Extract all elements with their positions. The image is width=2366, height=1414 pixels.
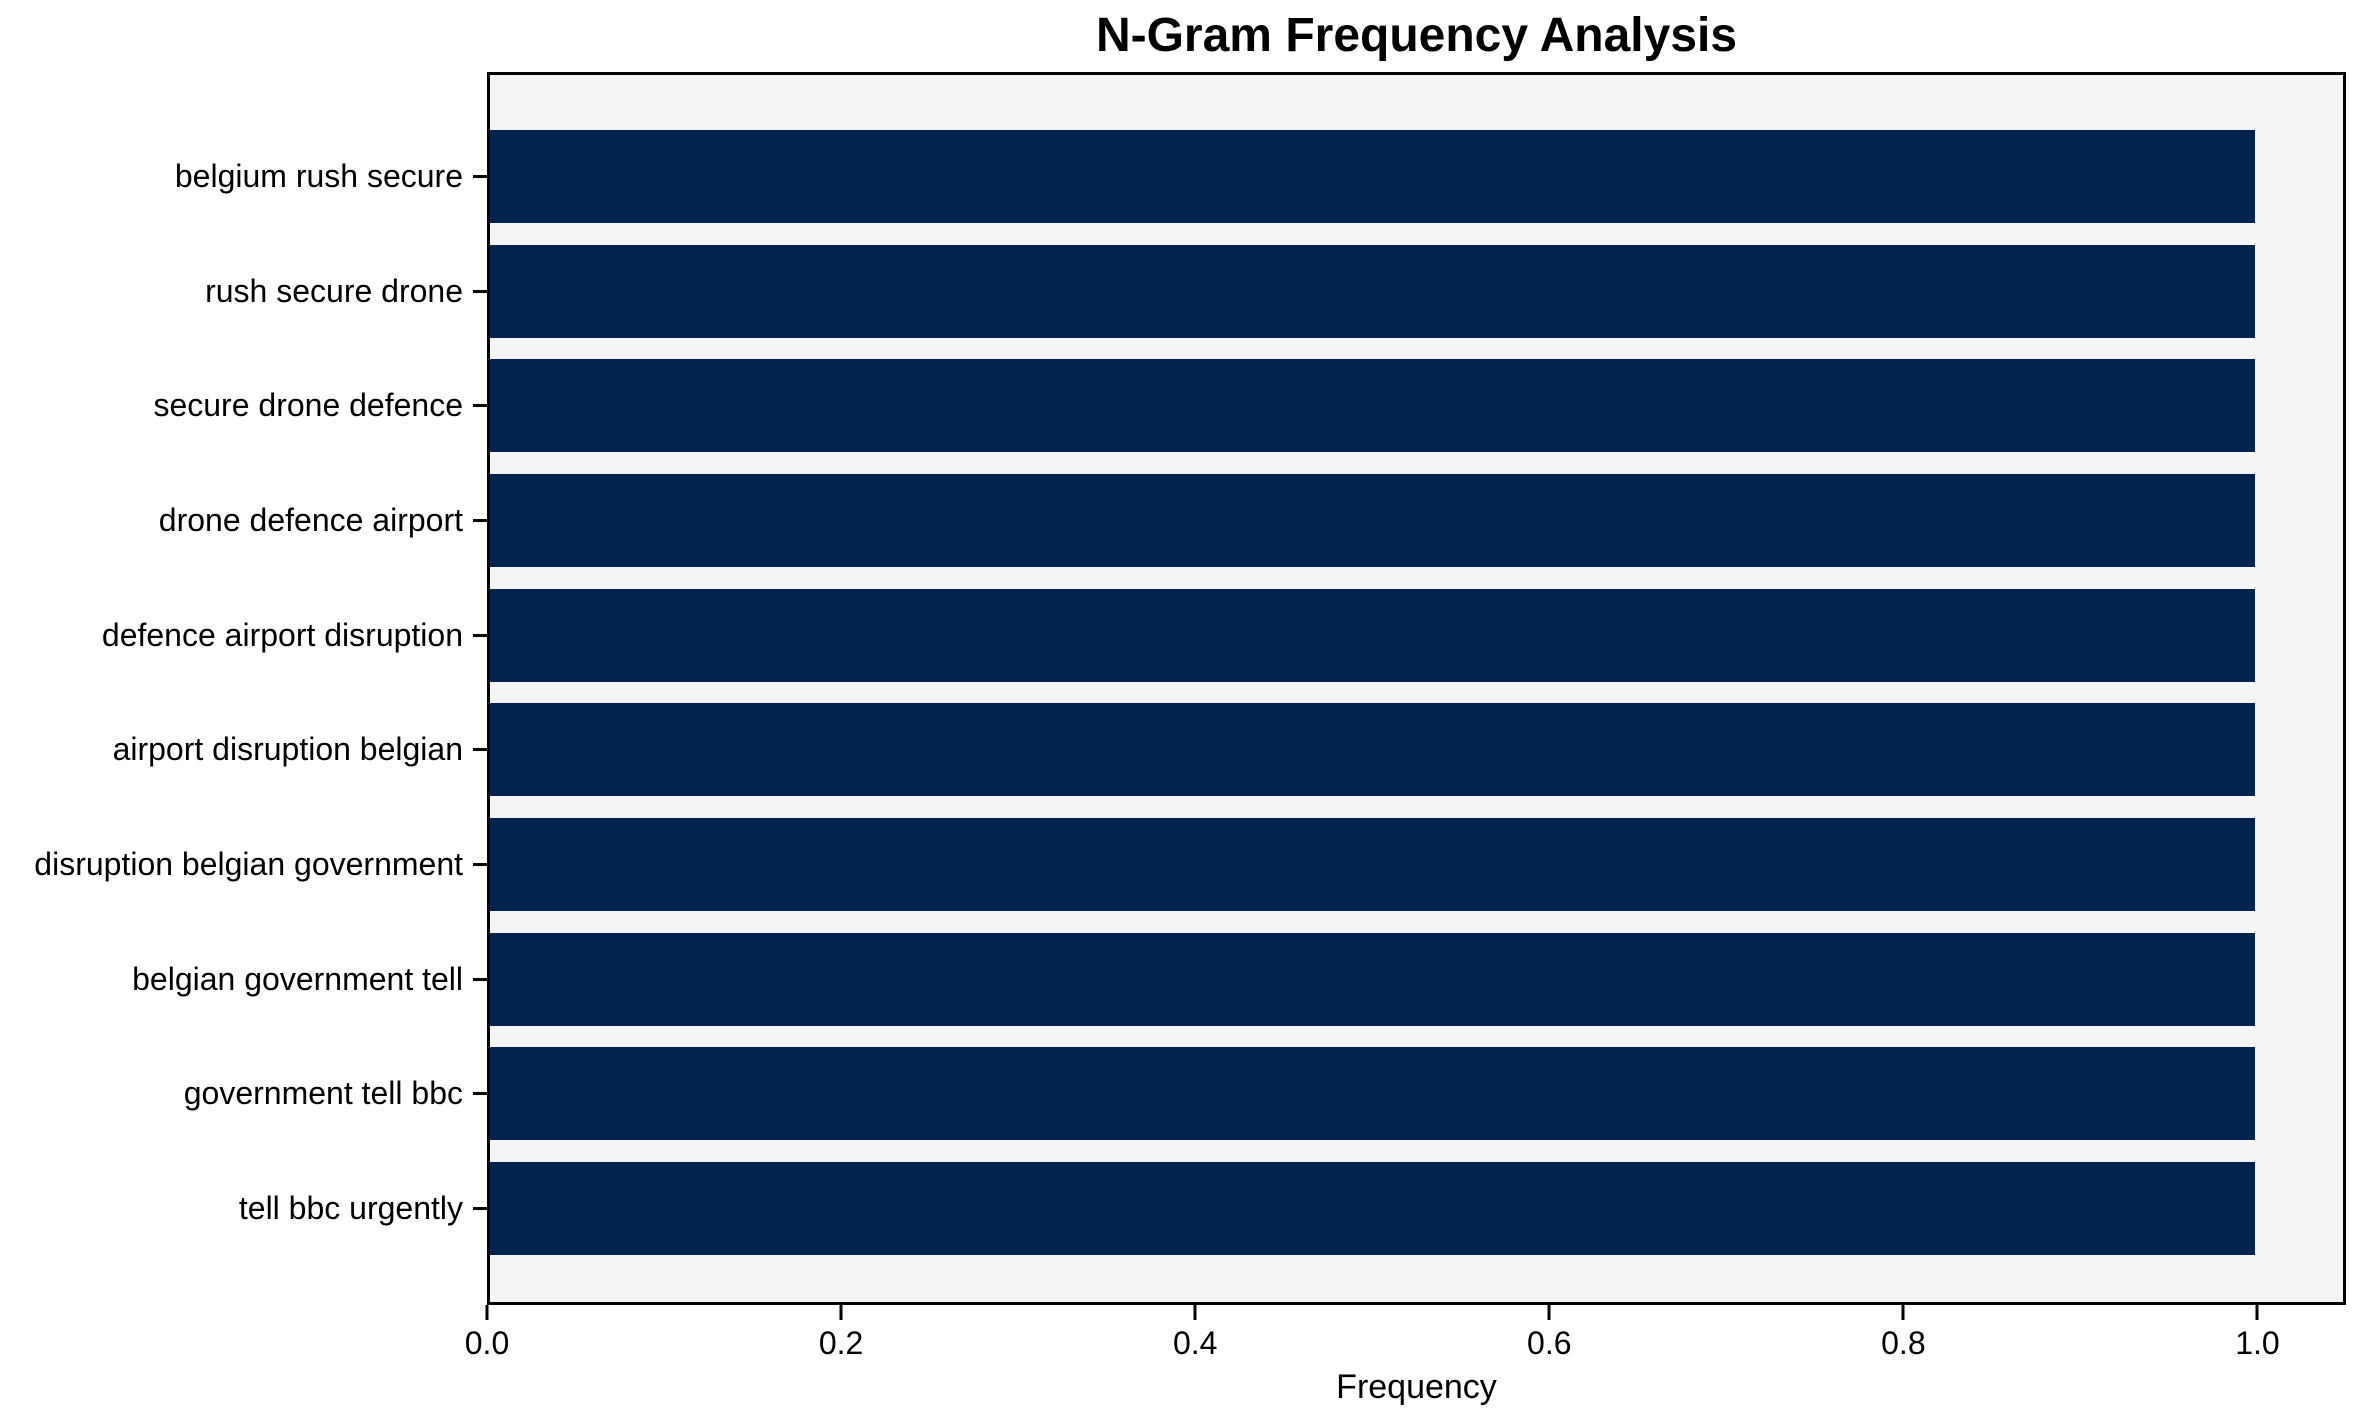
x-tick-label: 0.6 <box>1527 1325 1572 1361</box>
y-tick-label: rush secure drone <box>205 272 463 309</box>
y-axis-row: disruption belgian government <box>0 807 487 922</box>
bar <box>490 818 2255 912</box>
bar <box>490 129 2255 223</box>
y-tick-label: drone defence airport <box>158 501 463 538</box>
y-tick-label: belgium rush secure <box>174 157 463 194</box>
bar <box>490 473 2255 567</box>
plot-area <box>487 72 2346 1305</box>
bar-row <box>490 1151 2343 1266</box>
x-axis-title: Frequency <box>1336 1368 1497 1406</box>
y-tick-mark <box>473 289 487 293</box>
bar-row <box>490 463 2343 578</box>
x-tick-label: 0.0 <box>464 1325 510 1361</box>
y-tick-mark <box>473 633 487 637</box>
y-tick-mark <box>473 404 487 408</box>
x-tick-mark <box>485 1305 489 1320</box>
x-tick-label: 0.2 <box>818 1325 864 1361</box>
bar <box>490 588 2255 682</box>
x-tick-label: 0.4 <box>1172 1325 1218 1361</box>
x-tick-mark <box>1547 1305 1551 1320</box>
y-tick-label: airport disruption belgian <box>112 731 463 768</box>
y-axis-row: airport disruption belgian <box>0 693 487 808</box>
y-tick-mark <box>473 518 487 522</box>
x-tick-mark <box>1193 1305 1197 1320</box>
y-tick-mark <box>473 1092 487 1096</box>
bar <box>490 1047 2255 1141</box>
bar-row <box>490 234 2343 349</box>
y-tick-label: secure drone defence <box>153 387 463 424</box>
y-tick-label: tell bbc urgently <box>238 1190 463 1227</box>
y-axis-row: secure drone defence <box>0 348 487 463</box>
bar <box>490 932 2255 1026</box>
y-tick-label: government tell bbc <box>183 1075 463 1112</box>
bar-row <box>490 693 2343 808</box>
y-tick-mark <box>473 174 487 178</box>
bar <box>490 703 2255 797</box>
y-tick-label: disruption belgian government <box>34 846 463 883</box>
y-axis-row: belgian government tell <box>0 922 487 1037</box>
bar <box>490 359 2255 453</box>
x-tick-label: 1.0 <box>2235 1325 2280 1361</box>
y-axis-row: tell bbc urgently <box>0 1151 487 1266</box>
y-tick-mark <box>473 977 487 981</box>
bar <box>490 244 2255 338</box>
x-tick-label: 0.8 <box>1881 1325 1926 1361</box>
y-axis-row: drone defence airport <box>0 463 487 578</box>
y-tick-mark <box>473 863 487 867</box>
y-tick-mark <box>473 748 487 752</box>
chart-title: N-Gram Frequency Analysis <box>1095 9 1738 62</box>
bar-row <box>490 348 2343 463</box>
x-tick-mark <box>2255 1305 2259 1320</box>
bar-row <box>490 1037 2343 1152</box>
bar-row <box>490 922 2343 1037</box>
y-tick-label: defence airport disruption <box>101 616 463 653</box>
y-axis-row: rush secure drone <box>0 234 487 349</box>
bar-row <box>490 119 2343 234</box>
bar <box>490 1162 2255 1256</box>
bar-row <box>490 578 2343 693</box>
y-axis: belgium rush secure rush secure drone secu… <box>0 75 487 1302</box>
x-axis: 0.0 0.2 0.4 0.6 0.8 1.0 <box>465 1305 2346 1375</box>
y-axis-row: government tell bbc <box>0 1037 487 1152</box>
y-tick-label: belgian government tell <box>132 960 463 997</box>
y-axis-row: defence airport disruption <box>0 578 487 693</box>
x-tick-mark <box>1901 1305 1905 1320</box>
y-tick-mark <box>473 1207 487 1211</box>
y-axis-row: belgium rush secure <box>0 119 487 234</box>
bar-row <box>490 807 2343 922</box>
x-tick-mark <box>839 1305 843 1320</box>
